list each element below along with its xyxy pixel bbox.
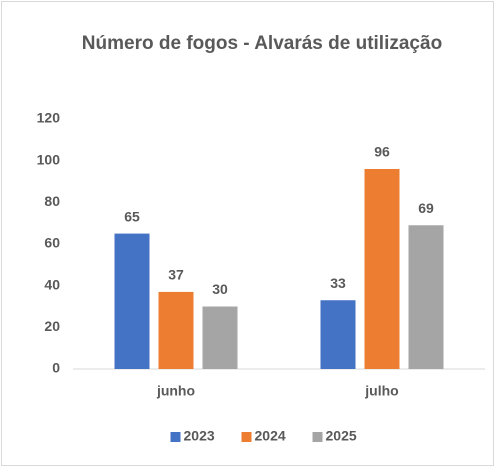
chart-title: Número de fogos - Alvarás de utilização (81, 33, 443, 54)
bar (408, 225, 444, 369)
data-label: 65 (124, 208, 140, 224)
bar (158, 291, 194, 369)
data-label: 96 (374, 144, 390, 160)
x-tick-label: junho (156, 383, 195, 399)
y-tick-label: 120 (37, 110, 61, 126)
data-label: 33 (330, 275, 346, 291)
legend-label: 2024 (255, 428, 286, 444)
y-tick-label: 40 (44, 276, 60, 292)
legend-swatch (170, 432, 181, 442)
bar (202, 306, 238, 369)
bar (364, 169, 400, 369)
y-tick-label: 20 (44, 318, 60, 334)
y-tick-label: 0 (52, 360, 60, 376)
y-tick-label: 100 (37, 151, 61, 167)
data-label: 69 (418, 200, 434, 216)
legend-swatch (241, 432, 252, 442)
data-label: 30 (212, 281, 228, 297)
y-tick-label: 80 (44, 193, 60, 209)
legend-label: 2025 (326, 428, 357, 444)
bar (114, 233, 150, 369)
x-tick-label: julho (364, 383, 398, 399)
legend-swatch (312, 432, 323, 442)
data-label: 37 (168, 267, 184, 283)
legend-label: 2023 (184, 428, 215, 444)
bar (320, 300, 356, 369)
y-tick-label: 60 (44, 235, 60, 251)
